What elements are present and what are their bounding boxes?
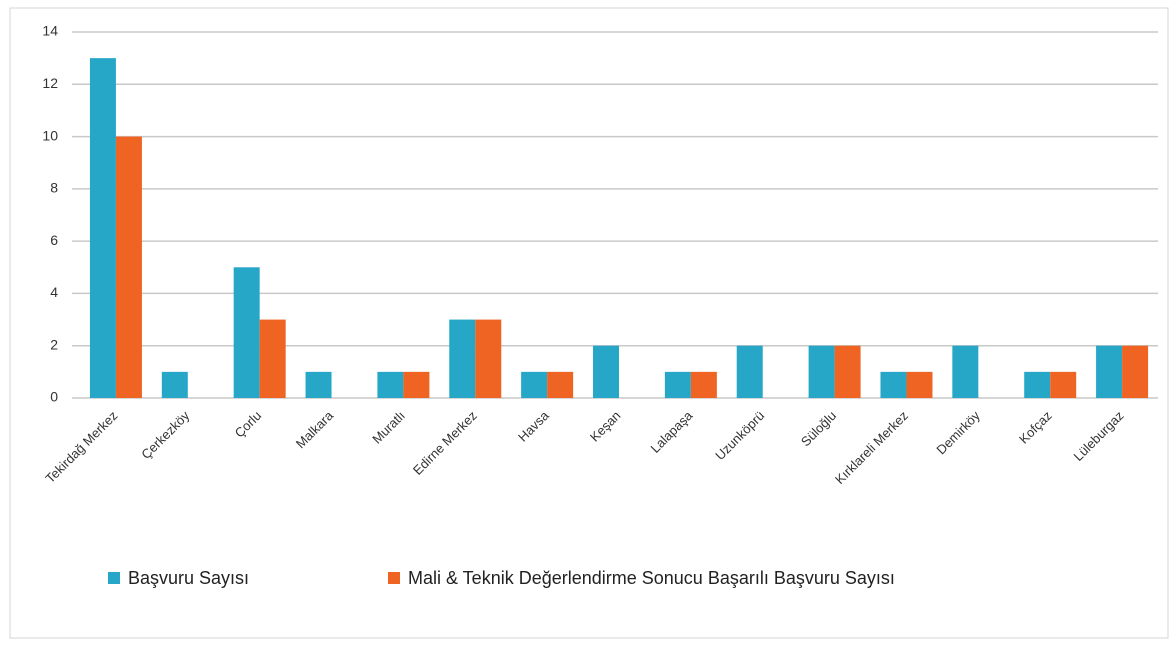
- x-tick-label: Tekirdağ Merkez: [42, 408, 120, 486]
- bar: [115, 136, 142, 399]
- x-tick-label: Malkara: [293, 407, 337, 451]
- x-tick-label: Demirköy: [933, 408, 983, 458]
- x-tick-label: Havsa: [515, 407, 552, 444]
- y-tick-label: 2: [50, 336, 58, 352]
- x-tick-label: Çorlu: [232, 408, 265, 441]
- bar: [521, 371, 548, 398]
- y-tick-label: 12: [42, 75, 58, 91]
- bar: [664, 371, 691, 398]
- x-tick-label: Lalapaşa: [647, 407, 695, 455]
- x-tick-label: Edirne Merkez: [410, 408, 480, 478]
- bar: [1122, 345, 1149, 398]
- bar: [690, 371, 717, 398]
- x-tick-label: Çerkezköy: [138, 408, 192, 462]
- bar: [233, 267, 260, 398]
- bar: [377, 371, 404, 398]
- bar: [808, 345, 835, 398]
- y-tick-label: 6: [50, 232, 58, 248]
- x-tick-label: Lüleburgaz: [1071, 408, 1127, 464]
- bar: [475, 319, 502, 398]
- bar: [952, 345, 979, 398]
- legend-label: Mali & Teknik Değerlendirme Sonucu Başar…: [408, 568, 895, 588]
- bar: [161, 371, 188, 398]
- x-tick-label: Kofçaz: [1016, 408, 1055, 447]
- x-tick-label: Uzunköprü: [712, 408, 767, 463]
- x-tick-label: Süloğlu: [798, 408, 839, 449]
- y-tick-label: 8: [50, 180, 58, 196]
- chart-border: [9, 7, 1169, 639]
- bar: [834, 345, 861, 398]
- bar: [449, 319, 476, 398]
- bar: [1096, 345, 1123, 398]
- bar: [1050, 371, 1077, 398]
- bar: [259, 319, 286, 398]
- legend-label: Başvuru Sayısı: [128, 568, 249, 588]
- legend-swatch: [388, 572, 400, 584]
- x-tick-label: Keşan: [587, 408, 624, 445]
- bar: [547, 371, 574, 398]
- bar: [1024, 371, 1051, 398]
- bar: [906, 371, 933, 398]
- x-tick-label: Muratlı: [369, 408, 408, 447]
- bar: [880, 371, 907, 398]
- bar: [305, 371, 332, 398]
- x-tick-label: Kırklareli Merkez: [832, 408, 911, 487]
- bar: [593, 345, 619, 398]
- y-tick-label: 10: [42, 127, 58, 143]
- bar: [89, 58, 116, 399]
- y-tick-label: 14: [42, 23, 58, 39]
- bar: [403, 371, 430, 398]
- bar: [736, 345, 763, 398]
- legend-swatch: [108, 572, 120, 584]
- y-tick-label: 0: [50, 389, 58, 405]
- y-tick-label: 4: [50, 284, 58, 300]
